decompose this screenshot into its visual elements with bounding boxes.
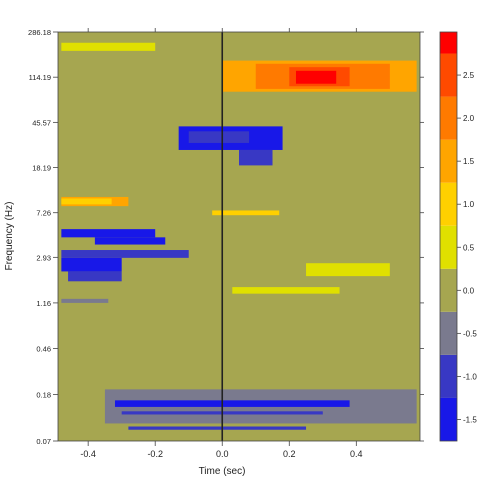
colorbar-tick-label: -0.5: [463, 329, 477, 338]
y-tick-label: 0.07: [36, 437, 51, 446]
x-tick-label: 0.0: [216, 449, 229, 459]
heatmap-region-12: [94, 237, 166, 245]
colorbar-tick-label: -1.0: [463, 372, 477, 381]
y-tick-label: 286.18: [28, 28, 51, 37]
y-tick-label: 0.46: [36, 344, 51, 353]
colorbar-bin-5: [440, 182, 457, 226]
colorbar-bin-7: [440, 96, 457, 140]
heatmap-region-6: [188, 131, 250, 143]
plot-area: [57, 31, 421, 442]
x-tick-label: -0.4: [80, 449, 96, 459]
heatmap-region-3: [295, 70, 337, 84]
colorbar-tick-label: 2.0: [463, 114, 475, 123]
heatmap-region-11: [61, 229, 156, 238]
colorbar-bin-3: [440, 268, 457, 312]
colorbar: -1.5 -1.0 -0.5 0.0 0.5 1.0 1.5 2.0 2.5: [439, 31, 477, 442]
plot-frame: [57, 31, 421, 442]
heatmap-region-17: [306, 263, 390, 277]
y-tick-label: 2.93: [36, 253, 51, 262]
heatmap-region-7: [239, 149, 273, 166]
x-tick-label: 0.4: [350, 449, 363, 459]
colorbar-bin-1: [440, 354, 457, 398]
y-tick-label: 18.19: [32, 164, 51, 173]
y-tick-label: 45.57: [32, 118, 51, 127]
heatmap-region-9: [61, 198, 112, 205]
heatmap-region-4: [61, 42, 156, 51]
x-axis-label: Time (sec): [199, 466, 246, 477]
y-tick-label: 7.26: [36, 209, 51, 218]
colorbar-bin-6: [440, 139, 457, 183]
colorbar-tick-label: 0.5: [463, 243, 475, 252]
colorbar-tick-label: 1.5: [463, 157, 475, 166]
x-tick-label: 0.2: [283, 449, 296, 459]
heatmap-region-16: [61, 298, 109, 303]
colorbar-frame: [439, 31, 458, 442]
colorbar-tick-label: 0.0: [463, 286, 475, 295]
y-axis: 0.07 0.18 0.46 1.16 2.93 7.26 18.19 45.57 114.19…: [28, 28, 424, 446]
colorbar-bin-9: [440, 32, 457, 54]
heatmap-region-14: [61, 257, 122, 272]
heatmap-region-21: [114, 400, 350, 407]
heatmap-region-18: [232, 287, 340, 294]
y-tick-label: 1.16: [36, 299, 51, 308]
x-tick-label: -0.2: [147, 449, 163, 459]
heatmap-region-10: [212, 210, 280, 216]
colorbar-tick-label: 2.5: [463, 71, 475, 80]
heatmap-region-13: [61, 250, 189, 258]
colorbar-bin-4: [440, 225, 457, 269]
colorbar-bin-2: [440, 311, 457, 355]
colorbar-tick-label: -1.5: [463, 415, 477, 424]
y-axis-label: Frequency (Hz): [4, 202, 15, 271]
y-tick-label: 0.18: [36, 391, 51, 400]
colorbar-bin-8: [440, 53, 457, 97]
heatmap-region-23: [128, 426, 307, 430]
x-axis: -0.4 -0.2 0.0 0.2 0.4: [80, 28, 363, 459]
colorbar-tick-label: 1.0: [463, 200, 475, 209]
y-tick-label: 114.19: [29, 73, 51, 82]
heatmap-region-15: [68, 271, 122, 282]
colorbar-bin-0: [440, 397, 457, 441]
